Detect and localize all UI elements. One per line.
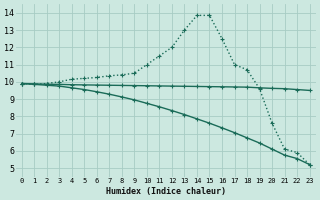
X-axis label: Humidex (Indice chaleur): Humidex (Indice chaleur) bbox=[106, 187, 226, 196]
